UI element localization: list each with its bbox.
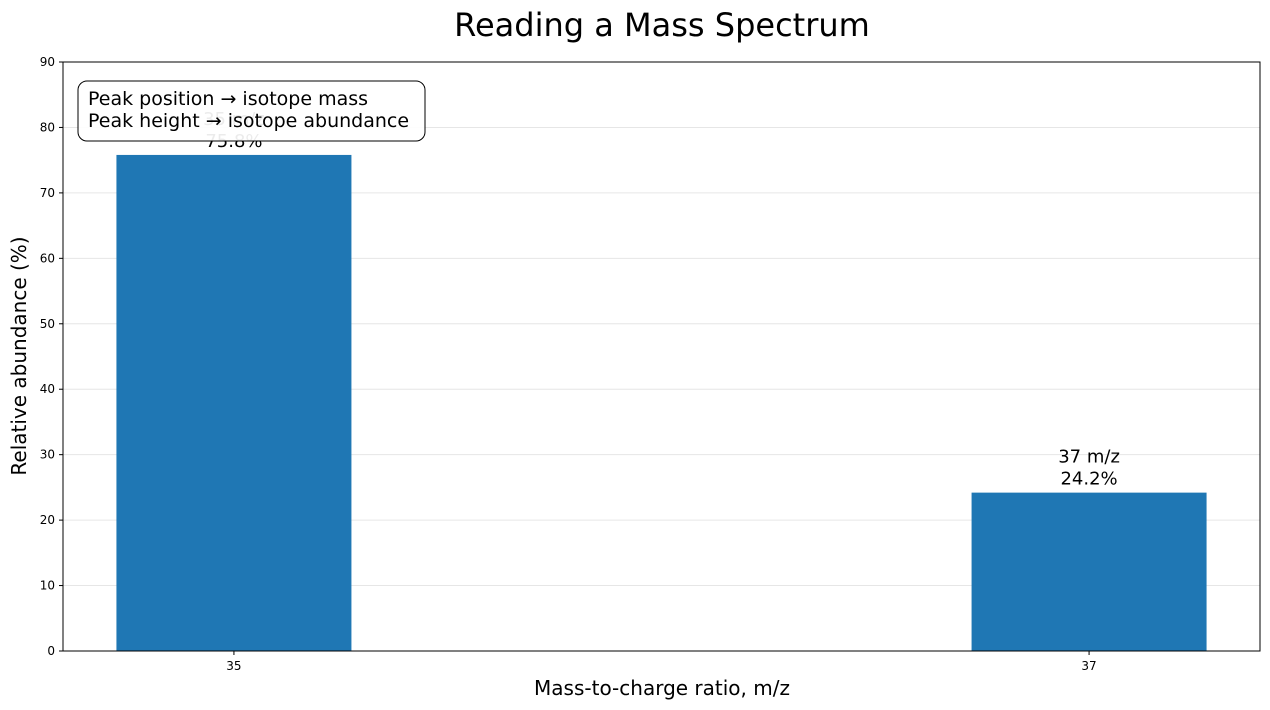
y-tick-label: 70 [40, 186, 55, 200]
y-tick-label: 30 [40, 448, 55, 462]
y-tick-label: 60 [40, 251, 55, 265]
y-axis-ticks: 0 10 20 30 40 50 60 70 80 90 [40, 55, 63, 658]
y-tick-label: 90 [40, 55, 55, 69]
annotation-frame [77, 80, 426, 142]
x-axis-ticks: 35 37 [226, 651, 1097, 673]
plot-frame [62, 61, 1261, 652]
bars [116, 154, 1207, 652]
x-axis-label: Mass-to-charge ratio, m/z [534, 676, 790, 700]
data-label-mz: 37 m/z [1058, 447, 1120, 468]
y-axis-label: Relative abundance (%) [7, 236, 31, 475]
y-tick-label: 40 [40, 382, 55, 396]
annotation-line-2: Peak height → isotope abundance [88, 110, 409, 132]
data-label-percent: 24.2% [1060, 469, 1117, 490]
y-tick-label: 50 [40, 317, 55, 331]
x-tick-label: 35 [226, 659, 241, 673]
chart-title: Reading a Mass Spectrum [454, 6, 870, 44]
y-tick-label: 80 [40, 120, 55, 134]
x-tick-label: 37 [1081, 659, 1096, 673]
bar [971, 492, 1207, 651]
y-tick-label: 0 [47, 644, 55, 658]
y-tick-label: 20 [40, 513, 55, 527]
annotation-box: Peak position → isotope mass Peak height… [77, 80, 426, 142]
annotation-line-1: Peak position → isotope mass [88, 88, 368, 110]
bar [116, 154, 352, 652]
y-tick-label: 10 [40, 579, 55, 593]
